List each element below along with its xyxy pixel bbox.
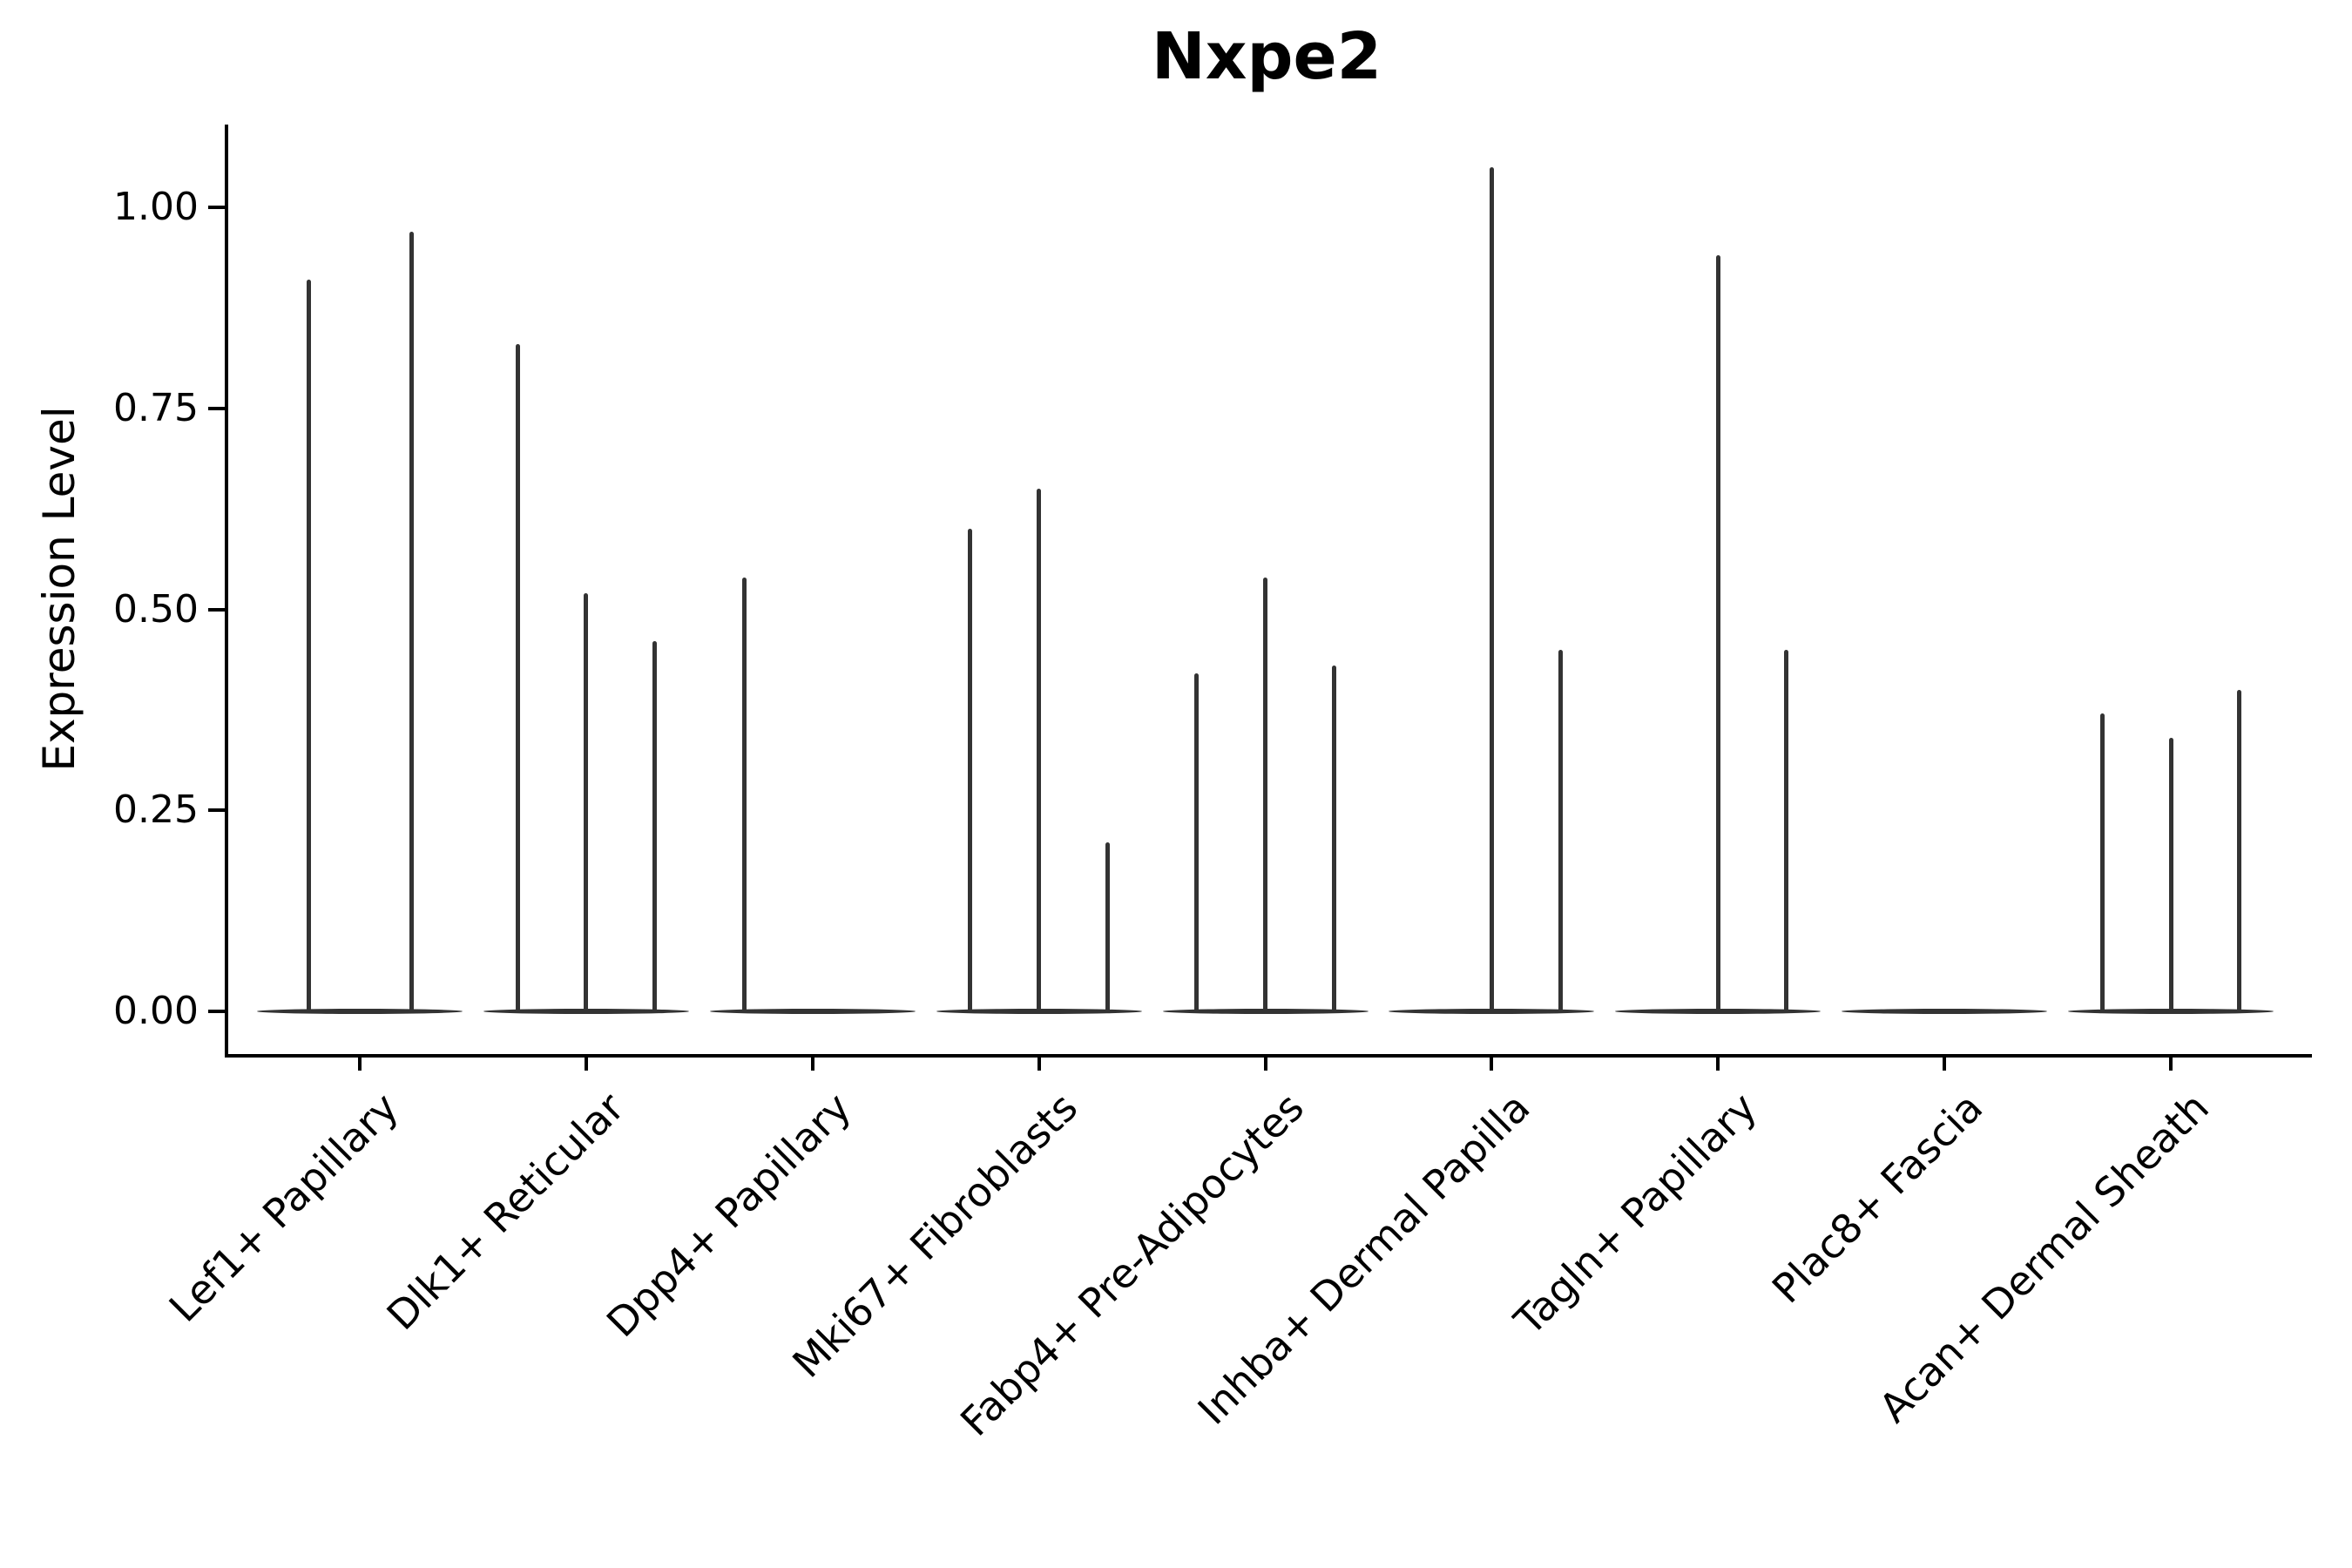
violin-spike bbox=[1331, 666, 1336, 1011]
violin-spike bbox=[409, 231, 414, 1011]
chart-title: Nxpe2 bbox=[1151, 19, 1382, 94]
y-axis-label: Expression Level bbox=[34, 406, 84, 772]
violin-baseline bbox=[1615, 1009, 1821, 1014]
violin-spike bbox=[1037, 489, 1042, 1011]
violin-spike bbox=[1715, 255, 1720, 1011]
x-tick-label: Dlk1+ Reticular bbox=[377, 1084, 634, 1340]
violin-spike bbox=[2099, 713, 2105, 1011]
y-tick-label: 0.50 bbox=[113, 586, 199, 632]
violin-spike bbox=[652, 641, 658, 1011]
violin-spike bbox=[1558, 649, 1563, 1011]
x-tick-mark bbox=[358, 1054, 362, 1071]
y-tick-label: 0.25 bbox=[113, 787, 199, 833]
violin-spike bbox=[1263, 577, 1267, 1011]
violin-spike bbox=[1489, 166, 1494, 1011]
violin-spike bbox=[968, 529, 973, 1011]
x-tick-mark bbox=[1716, 1054, 1720, 1071]
violin-spike bbox=[306, 280, 311, 1011]
y-tick-mark bbox=[208, 406, 225, 410]
violin-spike bbox=[2168, 738, 2173, 1011]
violin-spike bbox=[741, 577, 747, 1011]
y-tick-label: 1.00 bbox=[113, 185, 199, 229]
x-tick-label: Tagln+ Papillary bbox=[1504, 1084, 1766, 1344]
violin-spike bbox=[1784, 649, 1789, 1011]
x-tick-mark bbox=[584, 1054, 588, 1071]
violin-baseline bbox=[709, 1009, 916, 1014]
x-tick-label: Lef1+ Papillary bbox=[159, 1084, 408, 1331]
x-tick-mark bbox=[2169, 1054, 2173, 1071]
y-tick-label: 0.75 bbox=[113, 385, 199, 430]
violin-baseline bbox=[257, 1009, 463, 1014]
x-tick-label: Plac8+ Fascia bbox=[1762, 1084, 1992, 1313]
violin-spike bbox=[515, 343, 520, 1011]
violin-spike bbox=[1194, 673, 1200, 1011]
x-tick-mark bbox=[1490, 1054, 1494, 1071]
violin-baseline bbox=[2068, 1009, 2274, 1014]
x-tick-mark bbox=[810, 1054, 814, 1071]
x-tick-label: Dpp4+ Papillary bbox=[597, 1084, 860, 1347]
plot-area bbox=[225, 125, 2312, 1058]
violin-baseline bbox=[483, 1009, 689, 1014]
violin-baseline bbox=[936, 1009, 1142, 1014]
violin-spike bbox=[2237, 689, 2242, 1011]
violin-spike bbox=[1105, 842, 1110, 1011]
violin-baseline bbox=[1389, 1009, 1595, 1014]
x-tick-mark bbox=[1263, 1054, 1267, 1071]
violin-baseline bbox=[1842, 1009, 2048, 1014]
y-tick-mark bbox=[208, 607, 225, 612]
x-tick-mark bbox=[1943, 1054, 1947, 1071]
x-tick-mark bbox=[1037, 1054, 1041, 1071]
y-tick-mark bbox=[208, 808, 225, 813]
violin-spike bbox=[584, 593, 589, 1011]
y-tick-label: 0.00 bbox=[113, 989, 199, 1033]
violin-baseline bbox=[1162, 1009, 1369, 1014]
y-tick-mark bbox=[208, 206, 225, 209]
y-tick-mark bbox=[208, 1010, 225, 1013]
